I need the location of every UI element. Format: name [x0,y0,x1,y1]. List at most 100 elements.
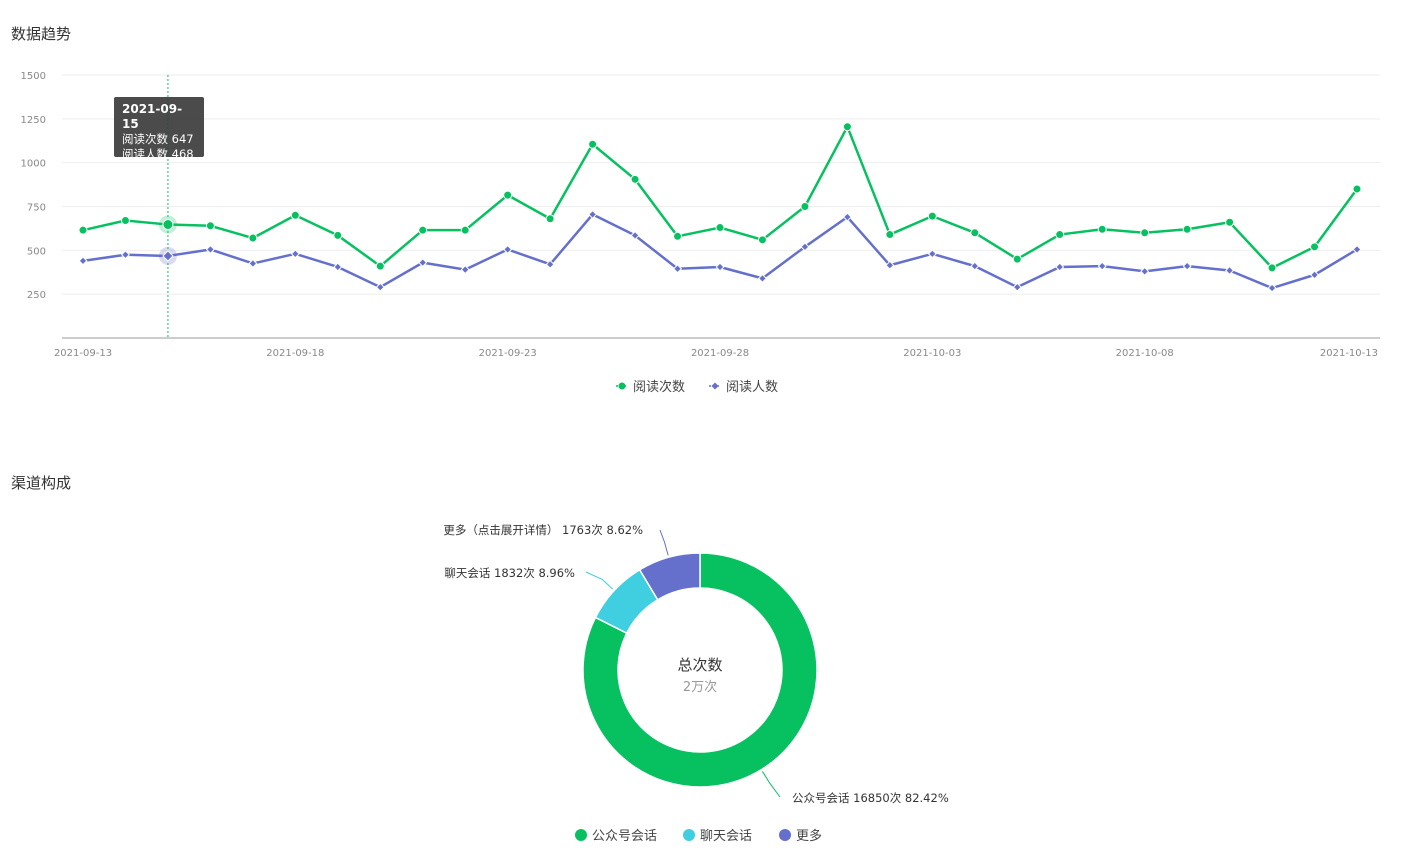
data-point[interactable] [1267,263,1277,273]
data-point[interactable] [418,258,428,268]
data-point[interactable] [418,225,428,235]
data-point[interactable] [460,265,470,275]
x-tick-label: 2021-10-08 [1116,348,1174,359]
slice-leader-line [585,571,614,590]
data-point[interactable] [1140,228,1150,238]
data-point[interactable] [375,261,385,271]
data-point[interactable] [1097,224,1107,234]
data-point[interactable] [842,212,852,222]
data-point[interactable] [290,210,300,220]
pie-slice[interactable] [638,552,701,601]
data-point[interactable] [205,244,215,254]
data-point[interactable] [757,235,767,245]
data-point[interactable] [800,242,810,252]
data-point[interactable] [757,273,767,283]
slice-label: 聊天会话 1832次 8.96% [444,566,575,580]
tooltip-readers: 阅读人数 468 [122,147,194,161]
data-point[interactable] [970,261,980,271]
legend-marker[interactable] [618,382,626,390]
x-tick-label: 2021-09-13 [54,348,112,359]
data-point[interactable] [1225,217,1235,227]
chart-tooltip: 2021-09-15 阅读次数 647 阅读人数 468 [114,97,204,161]
data-point[interactable] [78,256,88,266]
donut-center-title: 总次数 [677,656,722,674]
legend-marker[interactable] [575,829,587,841]
data-point[interactable] [78,225,88,235]
data-point[interactable] [927,211,937,221]
x-tick-label: 2021-09-23 [479,348,537,359]
channel-section-title: 渠道构成 [11,474,72,492]
data-point[interactable] [162,250,174,262]
legend-label[interactable]: 公众号会话 [592,829,657,844]
data-point[interactable] [1012,282,1022,292]
data-point[interactable] [1012,254,1022,264]
data-point[interactable] [1352,184,1362,194]
data-point[interactable] [503,190,513,200]
data-point[interactable] [545,214,555,224]
data-point[interactable] [1267,283,1277,293]
legend-label[interactable]: 阅读人数 [726,380,778,395]
data-point[interactable] [1182,224,1192,234]
data-point[interactable] [333,262,343,272]
y-tick-label: 1250 [21,115,46,126]
slice-label: 更多（点击展开详情） 1763次 8.62% [443,523,643,537]
data-point[interactable] [588,209,598,219]
y-tick-label: 250 [27,290,46,301]
data-point[interactable] [1352,244,1362,254]
data-point[interactable] [842,122,852,132]
data-point[interactable] [120,250,130,260]
pie-slice[interactable] [582,552,818,788]
y-tick-label: 1500 [21,71,46,82]
data-point[interactable] [120,216,130,226]
x-tick-label: 2021-10-03 [903,348,961,359]
data-point[interactable] [205,221,215,231]
tooltip-reads: 阅读次数 647 [122,132,194,146]
data-point[interactable] [715,262,725,272]
legend-label[interactable]: 更多 [796,828,822,844]
data-point[interactable] [1055,230,1065,240]
x-tick-label: 2021-09-28 [691,348,749,359]
y-tick-label: 750 [27,203,46,214]
data-point[interactable] [460,225,470,235]
y-tick-label: 500 [27,246,46,257]
data-point[interactable] [588,139,598,149]
data-point[interactable] [970,228,980,238]
data-point[interactable] [673,231,683,241]
data-point[interactable] [248,258,258,268]
data-point[interactable] [248,233,258,243]
slice-leader-line [762,771,781,798]
data-point[interactable] [290,249,300,259]
data-point[interactable] [1140,266,1150,276]
slice-label: 公众号会话 16850次 82.42% [792,791,949,805]
data-point[interactable] [503,244,513,254]
legend-marker[interactable] [711,382,719,390]
data-point[interactable] [545,259,555,269]
legend-marker[interactable] [779,829,791,841]
data-point[interactable] [1225,265,1235,276]
trend-section-title: 数据趋势 [11,25,72,43]
x-tick-label: 2021-09-18 [266,348,324,359]
data-point[interactable] [885,260,895,270]
legend-label[interactable]: 聊天会话 [700,829,752,844]
data-point[interactable] [162,219,174,231]
tooltip-date: 2021-09-15 [122,102,183,131]
data-point[interactable] [630,230,640,240]
data-point[interactable] [1055,262,1065,272]
legend-label[interactable]: 阅读次数 [633,379,685,395]
series-line [82,125,1359,270]
data-point[interactable] [800,202,810,211]
data-point[interactable] [1182,261,1192,271]
data-point[interactable] [1310,242,1320,252]
data-point[interactable] [927,249,937,259]
data-point[interactable] [375,282,385,292]
legend-marker[interactable] [683,829,695,841]
data-point[interactable] [1310,270,1320,280]
data-point[interactable] [885,230,895,240]
data-point[interactable] [673,264,683,274]
data-point[interactable] [715,223,725,233]
data-point[interactable] [630,174,640,184]
data-point[interactable] [333,230,343,240]
data-point[interactable] [1097,261,1107,271]
x-tick-label: 2021-10-13 [1320,348,1378,359]
